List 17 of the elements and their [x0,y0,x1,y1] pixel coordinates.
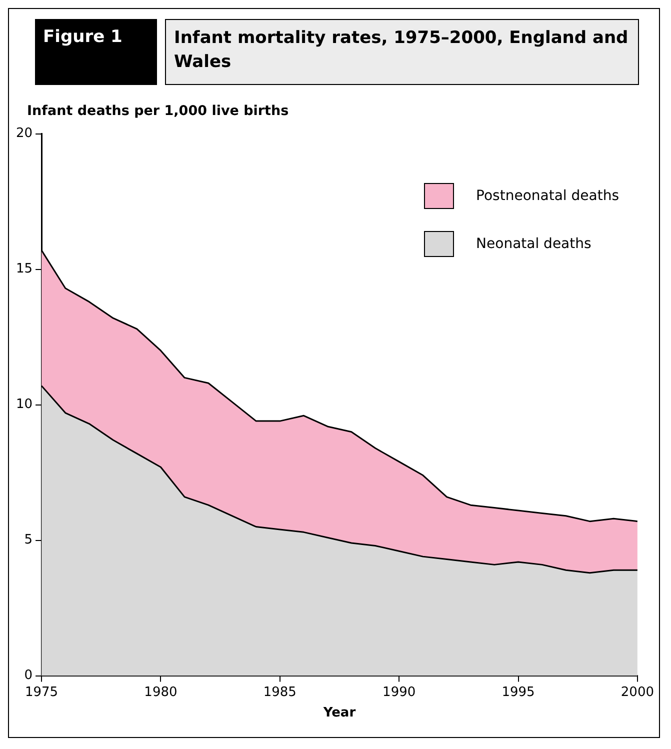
legend-label: Neonatal deaths [476,236,592,252]
x-axis-title: Year [322,706,356,721]
x-tick-label: 1980 [144,684,178,700]
x-tick-label: 1985 [263,684,296,700]
y-tick-label: 5 [24,532,33,548]
x-tick-label: 1990 [382,684,416,700]
x-tick-label: 1995 [502,684,535,700]
y-tick-label: 20 [16,126,33,142]
y-axis-title: Infant deaths per 1,000 live births [27,103,290,119]
x-tick-label: 2000 [620,684,654,700]
y-tick-label: 15 [16,262,33,277]
y-tick-label: 0 [24,668,33,684]
x-tick-label: 1975 [24,684,58,700]
y-tick-label: 10 [16,397,33,412]
caption: Figure 1 [35,19,157,85]
chart-title: Infant mortality rates, 1975–2000, England and Wales [165,19,639,85]
legend-label: Postneonatal deaths [476,188,619,204]
